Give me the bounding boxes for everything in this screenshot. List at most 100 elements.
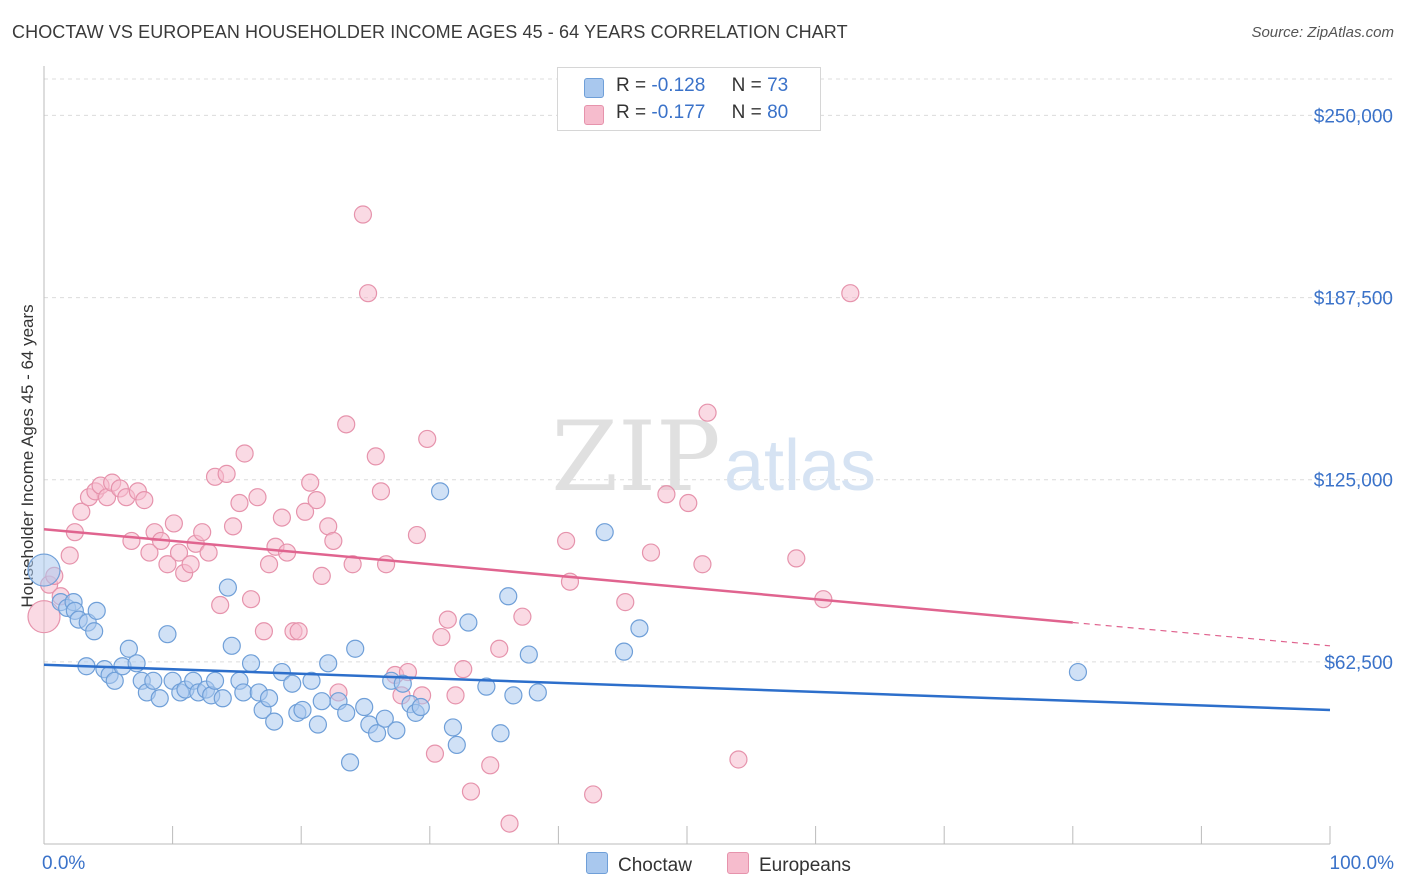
series-choctaw: [27, 482, 1088, 772]
europeans-point-62: [418, 429, 437, 449]
chart-title: CHOCTAW VS EUROPEAN HOUSEHOLDER INCOME A…: [12, 22, 848, 42]
y-tick-label-0: $62,500: [1324, 653, 1393, 674]
choctaw-point-34: [241, 654, 261, 673]
tick-labels: $62,500 $125,000 $187,500 $250,000 0.0% 100.0…: [42, 106, 1394, 874]
europeans-point-33: [235, 444, 254, 463]
choctaw-point-54: [375, 709, 394, 728]
legend-r-label: R =: [616, 102, 647, 123]
series-europeans: [27, 205, 860, 833]
europeans-point-55: [371, 482, 391, 501]
bottom-legend-label-choctaw: Choctaw: [618, 855, 692, 876]
europeans-point-17: [140, 543, 159, 562]
europeans-point-46: [312, 566, 331, 585]
europeans-point-81: [698, 403, 717, 422]
choctaw-point-28: [205, 671, 225, 690]
legend-n-europeans: 80: [767, 102, 789, 123]
europeans-point-4: [60, 546, 79, 565]
europeans-point-43: [295, 502, 315, 521]
choctaw-point-49: [340, 753, 360, 772]
europeans-point-67: [454, 660, 473, 679]
choctaw-point-67: [499, 587, 518, 606]
axes: [43, 66, 1331, 845]
europeans-point-21: [164, 514, 183, 533]
y-tick-label-3: $250,000: [1314, 106, 1393, 127]
europeans-point-22: [169, 543, 189, 562]
choctaw-point-30: [218, 578, 237, 597]
europeans-point-66: [446, 686, 465, 705]
choctaw-point-56: [387, 721, 406, 740]
europeans-point-24: [181, 555, 200, 574]
europeans-point-35: [248, 488, 267, 507]
europeans-point-52: [353, 205, 373, 224]
europeans-point-50: [337, 415, 356, 434]
europeans-point-26: [193, 523, 212, 542]
europeans-point-0: [27, 600, 61, 634]
legend-r-europeans: -0.177: [651, 102, 706, 123]
europeans-point-29: [211, 595, 230, 615]
choctaw-point-8: [87, 601, 106, 620]
x-tick-label-1: 100.0%: [1330, 853, 1395, 874]
europeans-point-64: [432, 627, 451, 647]
europeans-point-83: [787, 549, 806, 568]
choctaw-point-37: [259, 689, 279, 708]
legend-n-label: N =: [731, 75, 762, 96]
choctaw-point-73: [630, 619, 649, 638]
legend-text-europeans: R = -0.177 N = 80: [616, 102, 788, 124]
choctaw-point-63: [447, 735, 466, 755]
europeans-point-60: [407, 525, 427, 545]
choctaw-point-12: [105, 671, 124, 690]
bottom-legend-choctaw: Choctaw: [586, 852, 692, 877]
legend-swatch-europeans: [584, 105, 604, 125]
europeans-point-44: [301, 473, 320, 492]
choctaw-point-40: [283, 674, 302, 693]
europeans-point-32: [230, 493, 249, 513]
europeans-point-63: [425, 744, 445, 763]
trend-lines: [43, 528, 1331, 712]
legend-n-choctaw: 73: [767, 75, 789, 96]
x-tick-label-0: 0.0%: [42, 853, 85, 874]
europeans-point-70: [490, 639, 509, 658]
choctaw-point-18: [144, 671, 163, 690]
choctaw-point-65: [477, 677, 496, 696]
europeans-point-20: [158, 555, 177, 574]
legend-r-label: R =: [616, 75, 647, 96]
legend-r-choctaw: -0.128: [651, 75, 706, 96]
source-note: Source: ZipAtlas.com: [1251, 24, 1394, 41]
choctaw-point-72: [614, 642, 634, 661]
choctaw-point-45: [312, 692, 331, 711]
bottom-legend-label-europeans: Europeans: [759, 855, 851, 876]
europeans-point-78: [657, 485, 676, 504]
europeans-point-37: [259, 555, 279, 574]
europeans-point-65: [438, 610, 457, 629]
europeans-point-53: [358, 284, 378, 303]
legend-swatch-choctaw: [584, 78, 604, 98]
choctaw-point-64: [459, 613, 478, 632]
choctaw-point-33: [234, 683, 253, 702]
choctaw-point-44: [308, 715, 328, 734]
y-tick-label-1: $125,000: [1314, 471, 1393, 492]
bottom-legend-swatch-europeans: [727, 852, 749, 874]
europeans-point-79: [679, 493, 698, 513]
choctaw-point-46: [319, 654, 338, 673]
europeans-point-27: [199, 543, 218, 562]
europeans-point-75: [584, 785, 603, 804]
legend-n-label: N =: [731, 102, 762, 123]
choctaw-point-20: [158, 625, 177, 644]
europeans-point-72: [513, 607, 532, 626]
europeans-point-6: [72, 502, 91, 521]
europeans-point-85: [841, 284, 860, 303]
choctaw-point-61: [430, 482, 450, 501]
choctaw-point-69: [519, 645, 538, 664]
europeans-point-71: [500, 814, 519, 833]
choctaw-point-68: [504, 686, 523, 705]
gridlines: [44, 78, 1394, 663]
europeans-point-51: [343, 555, 362, 574]
europeans-point-48: [324, 531, 343, 551]
choctaw-point-66: [491, 724, 510, 743]
europeans-point-30: [217, 464, 236, 483]
europeans-point-45: [307, 491, 326, 510]
choctaw-point-60: [411, 697, 430, 717]
europeans-point-82: [729, 750, 748, 769]
choctaw-point-7: [85, 622, 104, 641]
